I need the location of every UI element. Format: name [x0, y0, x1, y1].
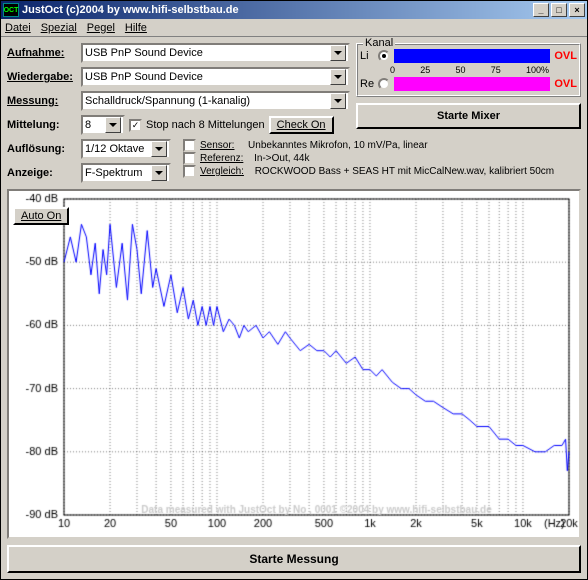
menu-pegel[interactable]: Pegel: [87, 22, 115, 34]
titlebar: OCT JustOct (c)2004 by www.hifi-selbstba…: [1, 1, 587, 19]
value-vergleich: ROCKWOOD Bass + SEAS HT mit MicCalNew.wa…: [255, 165, 554, 178]
combo-anzeige[interactable]: F-Spektrum: [81, 163, 171, 183]
button-starte-mixer[interactable]: Starte Mixer: [356, 103, 581, 129]
combo-mittelung[interactable]: 8: [81, 115, 125, 135]
body: Aufnahme: USB PnP Sound Device Wiedergab…: [1, 37, 587, 579]
label-re: Re: [360, 78, 374, 90]
chevron-down-icon[interactable]: [330, 69, 346, 85]
button-auto-on[interactable]: Auto On: [13, 207, 69, 225]
chevron-down-icon[interactable]: [151, 141, 167, 157]
combo-aufloesung[interactable]: 1/12 Oktave: [81, 139, 171, 159]
label-aufnahme: Aufnahme:: [7, 47, 77, 59]
spectrum-chart: Auto On: [7, 189, 581, 539]
maximize-button[interactable]: □: [551, 3, 567, 17]
kanal-legend: Kanal: [363, 37, 395, 49]
app-window: OCT JustOct (c)2004 by www.hifi-selbstba…: [0, 0, 588, 580]
radio-li[interactable]: [378, 50, 390, 62]
checkbox-vergleich[interactable]: [183, 165, 196, 178]
chevron-down-icon[interactable]: [330, 45, 346, 61]
label-stopnach: Stop nach 8 Mittelungen: [146, 119, 265, 131]
app-icon: OCT: [3, 3, 19, 17]
checkbox-sensor[interactable]: [183, 139, 196, 152]
chart-canvas: [9, 191, 579, 537]
menu-hilfe[interactable]: Hilfe: [125, 22, 147, 34]
radio-re[interactable]: [378, 78, 390, 90]
combo-wiedergabe[interactable]: USB PnP Sound Device: [81, 67, 350, 87]
label-aufloesung: Auflösung:: [7, 143, 77, 155]
checkbox-stopnach[interactable]: ✓: [129, 119, 142, 132]
combo-messung[interactable]: Schalldruck/Spannung (1-kanalig): [81, 91, 350, 111]
label-anzeige: Anzeige:: [7, 167, 77, 179]
value-sensor: Unbekanntes Mikrofon, 10 mV/Pa, linear: [248, 139, 428, 152]
chevron-down-icon[interactable]: [330, 93, 346, 109]
label-wiedergabe: Wiedergabe:: [7, 71, 77, 83]
chevron-down-icon[interactable]: [151, 165, 167, 181]
meter-re: [394, 77, 550, 91]
meter-li: [394, 49, 550, 63]
label-sensor: Sensor:: [200, 139, 234, 152]
checkbox-referenz[interactable]: [183, 152, 196, 165]
kanal-group: Kanal Li OVL 0255075100% Re OVL: [356, 43, 581, 97]
label-messung: Messung:: [7, 95, 77, 107]
combo-aufnahme[interactable]: USB PnP Sound Device: [81, 43, 350, 63]
label-li: Li: [360, 50, 374, 62]
button-check-on[interactable]: Check On: [269, 116, 334, 134]
ovl-re: OVL: [554, 78, 577, 90]
value-referenz: In->Out, 44k: [254, 152, 309, 165]
title-text: JustOct (c)2004 by www.hifi-selbstbau.de: [22, 4, 239, 16]
label-mittelung: Mittelung:: [7, 119, 77, 131]
chevron-down-icon[interactable]: [105, 117, 121, 133]
close-button[interactable]: ×: [569, 3, 585, 17]
menubar: Datei Spezial Pegel Hilfe: [1, 19, 587, 37]
label-referenz: Referenz:: [200, 152, 243, 165]
minimize-button[interactable]: _: [533, 3, 549, 17]
ovl-li: OVL: [554, 50, 577, 62]
button-starte-messung[interactable]: Starte Messung: [7, 545, 581, 573]
meter-ticks: 0255075100%: [360, 65, 549, 75]
label-vergleich: Vergleich:: [200, 165, 244, 178]
menu-datei[interactable]: Datei: [5, 22, 31, 34]
menu-spezial[interactable]: Spezial: [41, 22, 77, 34]
